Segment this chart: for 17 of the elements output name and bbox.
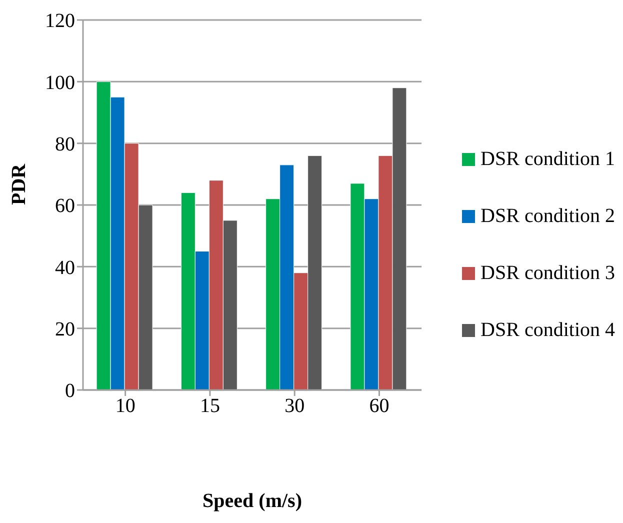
y-tick-label: 100	[45, 72, 75, 94]
y-tick-label: 20	[55, 318, 75, 340]
x-axis-title: Speed (m/s)	[202, 490, 302, 512]
y-tick-label: 40	[55, 256, 75, 279]
x-tick-label: 10	[115, 395, 136, 418]
y-tick-label: 0	[65, 380, 75, 402]
x-tick-label: 60	[369, 395, 390, 418]
y-axis-title: PDR	[8, 163, 30, 205]
y-tick-label: 120	[45, 10, 75, 32]
x-tick-label: 15	[200, 395, 220, 418]
legend-label: DSR condition 4	[480, 318, 615, 342]
legend-label: DSR condition 3	[480, 262, 615, 284]
y-tick-label: 60	[55, 195, 75, 218]
legend-label: DSR condition 2	[480, 204, 615, 228]
x-tick-label: 30	[284, 395, 305, 418]
y-tick-label: 80	[55, 133, 75, 156]
legend-label: DSR condition 1	[480, 148, 615, 170]
